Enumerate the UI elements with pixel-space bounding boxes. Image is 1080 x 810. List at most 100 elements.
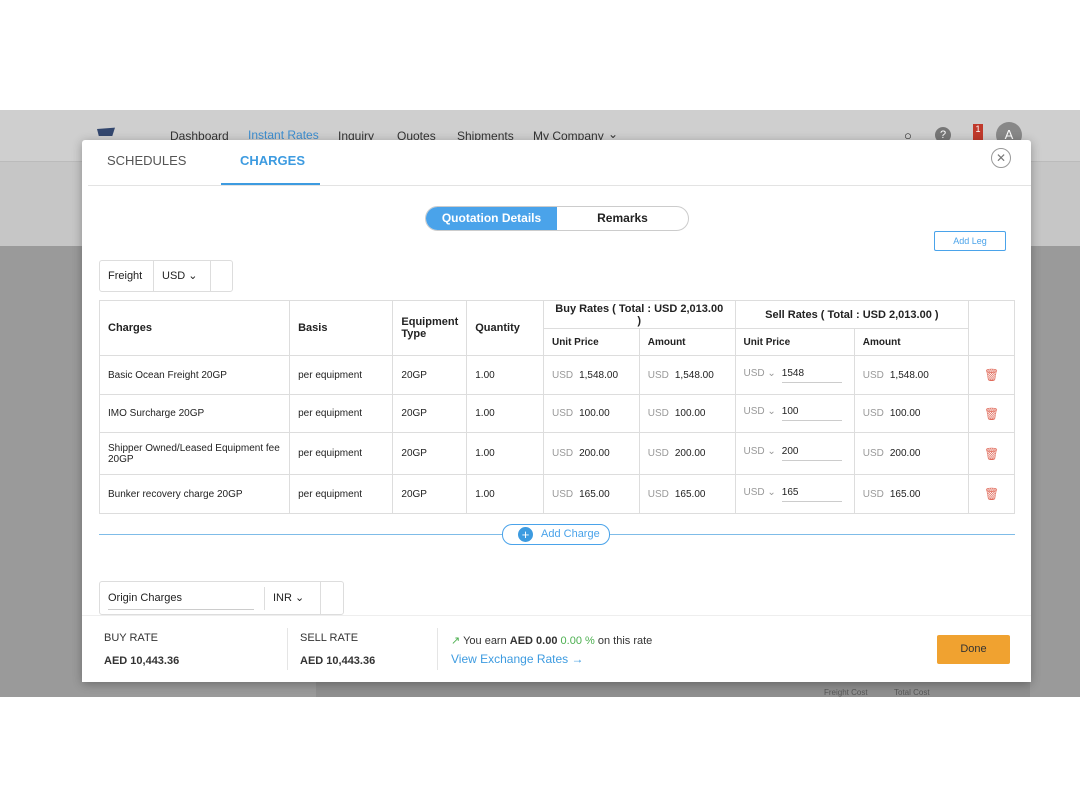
equipment-type: 20GP: [392, 394, 468, 433]
origin-label: Origin Charges: [108, 587, 254, 610]
sell-amount-value: 1,548.00: [889, 369, 929, 381]
close-icon[interactable]: ✕: [991, 148, 1011, 168]
currency: USD: [647, 448, 669, 459]
nav-dashboard[interactable]: Dashboard: [170, 129, 229, 143]
chevron-down-icon: ⌄: [608, 127, 619, 141]
freight-currency-select[interactable]: USD ⌄: [154, 261, 211, 291]
done-button[interactable]: Done: [937, 635, 1010, 664]
currency: USD: [862, 448, 884, 459]
sell-currency-select[interactable]: USD ⌄: [743, 486, 776, 498]
col-charges: Charges: [98, 300, 291, 356]
currency: USD: [743, 367, 765, 379]
search-icon[interactable]: ○: [904, 128, 912, 143]
sell-amount: USD 100.00: [853, 394, 970, 433]
nav-instant-rates[interactable]: Instant Rates: [248, 128, 319, 142]
equipment-type: 20GP: [392, 432, 468, 475]
logo-icon[interactable]: [97, 127, 115, 136]
sell-unit-price: USD ⌄ 165: [734, 474, 855, 514]
currency: USD: [647, 488, 669, 500]
segment-remarks[interactable]: Remarks: [597, 211, 648, 225]
nav-shipments[interactable]: Shipments: [457, 129, 514, 143]
col-buy-amount: Amount: [638, 328, 736, 356]
currency: USD: [647, 369, 669, 381]
earn-percent: 0.00 %: [560, 635, 595, 647]
quantity: 1.00: [466, 474, 544, 514]
origin-label-field[interactable]: Origin Charges: [100, 586, 265, 610]
sell-amount-value: 100.00: [889, 408, 921, 419]
origin-section-select: Origin Charges INR ⌄: [99, 581, 344, 615]
segment-quotation-details[interactable]: Quotation Details: [426, 207, 557, 230]
earn-prefix: You earn: [463, 635, 507, 647]
col-basis: Basis: [289, 300, 394, 356]
trash-icon[interactable]: 🗑: [983, 368, 1000, 382]
buy-amount: USD 1,548.00: [638, 355, 736, 395]
sell-currency-select[interactable]: USD ⌄: [743, 446, 776, 457]
trash-icon[interactable]: 🗑: [983, 446, 1000, 461]
sell-amount: USD 200.00: [853, 432, 970, 475]
buy-amount-value: 1,548.00: [674, 369, 714, 381]
buy-unit-value: 165.00: [579, 488, 610, 500]
nav-quotes[interactable]: Quotes: [397, 129, 436, 143]
sell-unit-input[interactable]: 100: [781, 406, 842, 421]
col-buy-rates: Buy Rates ( Total : USD 2,013.00 ): [542, 300, 736, 329]
trash-icon[interactable]: 🗑: [983, 487, 1000, 501]
buy-amount: USD 165.00: [638, 474, 736, 514]
divider: [287, 628, 288, 670]
col-sell-rates: Sell Rates ( Total : USD 2,013.00 ): [734, 300, 970, 329]
nav-inquiry[interactable]: Inquiry: [338, 129, 375, 143]
trend-up-icon: ↗: [451, 635, 461, 647]
currency: USD: [743, 486, 765, 498]
buy-unit-value: 200.00: [579, 448, 610, 459]
freight-cost-label: Freight Cost: [824, 688, 868, 697]
notification-badge[interactable]: 1: [973, 124, 983, 140]
sell-currency-select[interactable]: USD ⌄: [743, 406, 776, 417]
basis: per equipment: [289, 432, 394, 475]
col-equipment-type: Equipment Type: [392, 300, 468, 356]
freight-label: Freight: [100, 261, 154, 291]
basis: per equipment: [289, 394, 394, 433]
currency: USD: [551, 408, 574, 419]
add-charge-button[interactable]: + Add Charge: [502, 524, 610, 545]
col-sell-unit-price: Unit Price: [734, 328, 855, 356]
currency: USD: [862, 369, 884, 381]
tab-schedules[interactable]: SCHEDULES: [107, 153, 187, 168]
tab-charges[interactable]: CHARGES: [240, 153, 306, 168]
trash-icon[interactable]: 🗑: [983, 406, 1000, 421]
quantity: 1.00: [466, 394, 544, 433]
buy-rate-label: BUY RATE: [104, 632, 158, 644]
charge-name: Basic Ocean Freight 20GP: [98, 355, 291, 395]
currency: USD: [743, 446, 765, 457]
col-actions: [968, 300, 1015, 356]
chevron-down-icon: ⌄: [295, 592, 305, 604]
sell-unit-input[interactable]: 165: [781, 487, 842, 502]
sell-unit-input[interactable]: 200: [781, 446, 842, 461]
nav-my-company[interactable]: My Company: [533, 129, 604, 143]
col-quantity: Quantity: [466, 300, 544, 356]
origin-currency-select[interactable]: INR ⌄: [265, 582, 321, 614]
charges-table: Charges Basis Equipment Type Quantity Bu…: [98, 300, 1015, 514]
earn-amount: AED 0.00: [509, 635, 558, 647]
sell-rate-label: SELL RATE: [300, 632, 359, 644]
col-buy-unit-price: Unit Price: [542, 328, 640, 356]
view-exchange-rates-link[interactable]: View Exchange Rates →: [451, 652, 584, 666]
tab-divider: [88, 185, 1031, 186]
buy-unit-value: 100.00: [579, 408, 610, 419]
sell-amount-value: 200.00: [889, 448, 921, 459]
help-icon[interactable]: ?: [935, 127, 951, 143]
active-tab-indicator: [221, 183, 320, 185]
charge-name: Shipper Owned/Leased Equipment fee 20GP: [98, 432, 291, 475]
currency: USD: [551, 448, 574, 459]
sell-unit-price: USD ⌄ 1548: [734, 355, 855, 395]
equipment-type: 20GP: [392, 355, 468, 395]
currency: USD: [862, 408, 884, 419]
sell-unit-input[interactable]: 1548: [781, 368, 842, 383]
currency: USD: [647, 408, 669, 419]
add-leg-button[interactable]: Add Leg: [934, 231, 1006, 251]
currency: USD: [862, 488, 884, 500]
rate-footer: BUY RATE AED 10,443.36 SELL RATE AED 10,…: [82, 615, 1031, 682]
exchange-link-label: View Exchange Rates: [451, 652, 569, 666]
add-charge-label: Add Charge: [541, 528, 600, 540]
table-row: Shipper Owned/Leased Equipment fee 20GP …: [98, 432, 1015, 475]
sell-currency-select[interactable]: USD ⌄: [743, 367, 776, 379]
buy-unit-price: USD 165.00: [542, 474, 640, 514]
